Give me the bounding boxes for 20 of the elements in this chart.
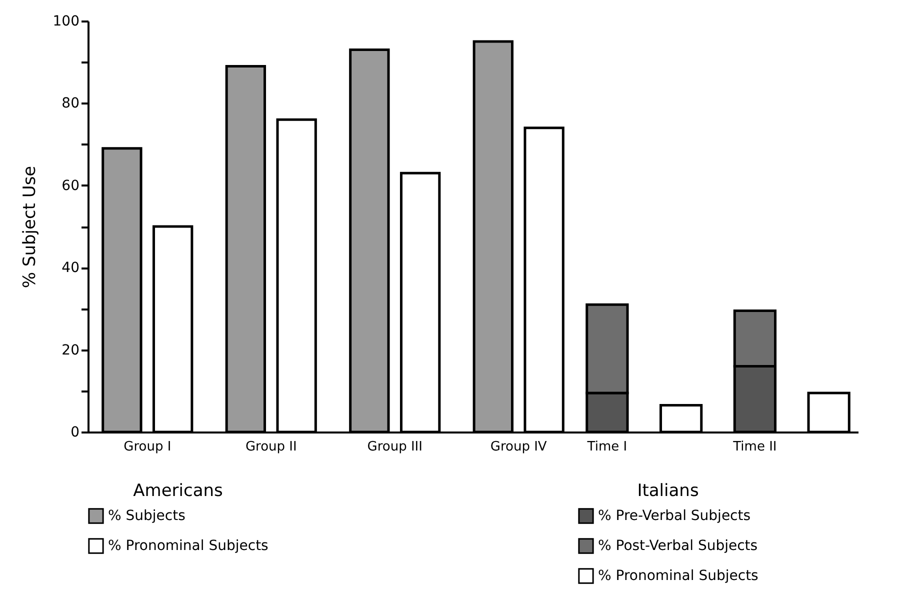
legend-title: Italians bbox=[637, 481, 699, 501]
legend-label: % Pronominal Subjects bbox=[598, 568, 758, 584]
legend-label: % Pronominal Subjects bbox=[108, 538, 268, 554]
legend-label: % Pre-Verbal Subjects bbox=[598, 508, 751, 524]
y-tick-label: 100 bbox=[52, 14, 80, 30]
x-tick-label: Group II bbox=[245, 440, 297, 454]
legend-label: % Post-Verbal Subjects bbox=[598, 538, 758, 554]
x-tick-label: Group I bbox=[124, 440, 172, 454]
y-tick-label: 40 bbox=[62, 260, 80, 276]
legend-title: Americans bbox=[133, 481, 224, 501]
x-tick-label: Group IV bbox=[490, 440, 547, 454]
y-tick-label: 80 bbox=[62, 96, 80, 112]
y-tick-label: 0 bbox=[70, 424, 80, 440]
x-tick-label: Group III bbox=[367, 440, 422, 454]
y-axis-title: % Subject Use bbox=[20, 166, 40, 288]
legend-label: % Subjects bbox=[108, 508, 186, 524]
y-tick-label: 60 bbox=[62, 178, 80, 194]
y-tick-label: 20 bbox=[62, 342, 80, 358]
x-tick-label: Time II bbox=[732, 440, 777, 454]
x-tick-label: Time I bbox=[586, 440, 628, 454]
